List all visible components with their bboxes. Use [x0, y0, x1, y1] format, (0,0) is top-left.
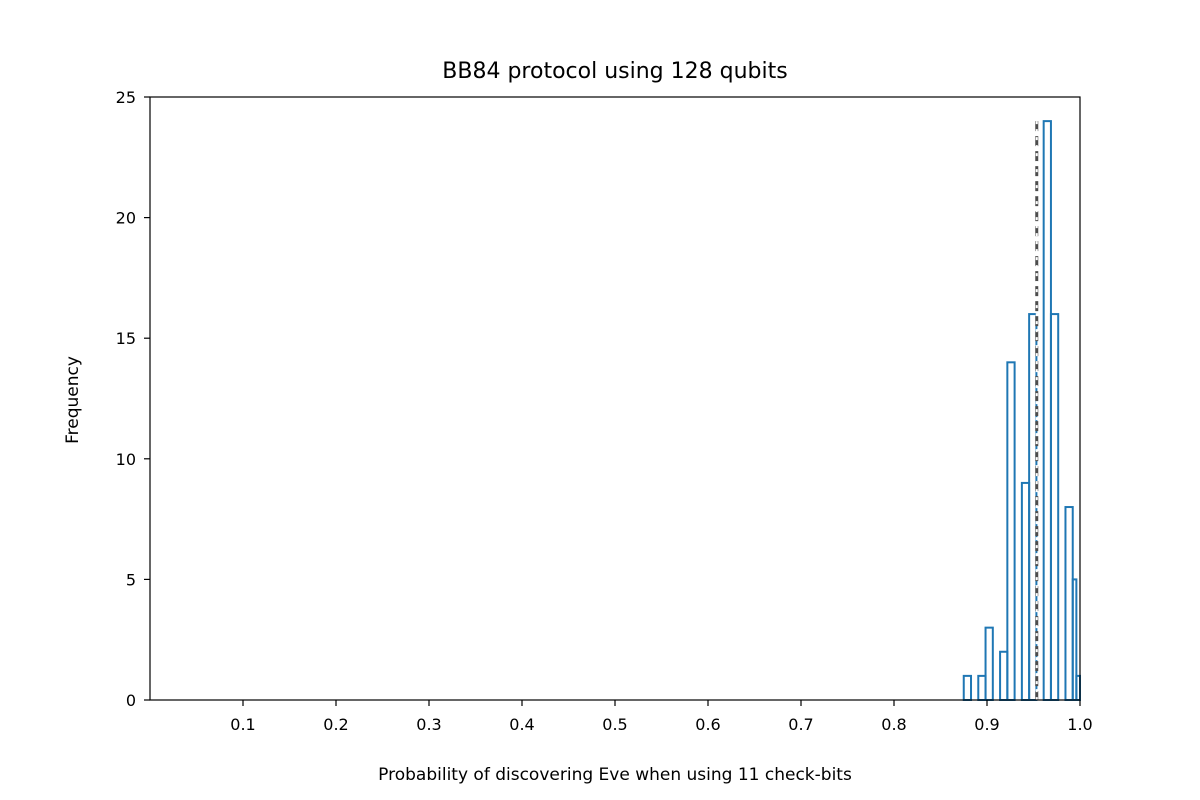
y-tick-label: 5 — [126, 570, 136, 589]
y-tick-label: 25 — [116, 88, 136, 107]
plot-area — [962, 120, 1081, 702]
x-tick-label: 0.3 — [416, 715, 441, 734]
x-axis: 0.1 0.2 0.3 0.4 0.5 0.6 0.7 0.8 0.9 1.0 — [230, 700, 1093, 734]
histogram-bar — [962, 674, 973, 702]
histogram-bar — [984, 626, 994, 702]
plot-frame — [149, 96, 1081, 701]
x-tick-label: 0.9 — [974, 715, 999, 734]
y-tick-label: 15 — [116, 329, 136, 348]
y-axis: 0 5 10 15 20 25 — [116, 88, 150, 710]
histogram-bar — [1049, 313, 1060, 701]
histogram-bar — [977, 674, 987, 702]
y-axis-label: Frequency — [63, 356, 83, 444]
histogram-bar — [1064, 506, 1074, 702]
histogram-bar — [1020, 481, 1031, 702]
histogram-bar — [999, 650, 1009, 702]
x-axis-label: Probability of discovering Eve when usin… — [378, 765, 852, 785]
x-tick-label: 0.7 — [788, 715, 813, 734]
y-tick-label: 20 — [116, 209, 136, 228]
x-tick-label: 0.8 — [881, 715, 906, 734]
x-tick-label: 1.0 — [1067, 715, 1092, 734]
x-tick-label: 0.1 — [230, 715, 255, 734]
x-tick-label: 0.2 — [323, 715, 348, 734]
y-tick-label: 10 — [116, 450, 136, 469]
histogram-bar — [1006, 361, 1016, 701]
chart-title: BB84 protocol using 128 qubits — [442, 59, 787, 84]
histogram-bar — [1042, 120, 1052, 702]
y-tick-label: 0 — [126, 691, 136, 710]
x-tick-label: 0.5 — [602, 715, 627, 734]
x-tick-label: 0.4 — [509, 715, 534, 734]
histogram-bar — [1028, 313, 1038, 701]
x-tick-label: 0.6 — [695, 715, 720, 734]
